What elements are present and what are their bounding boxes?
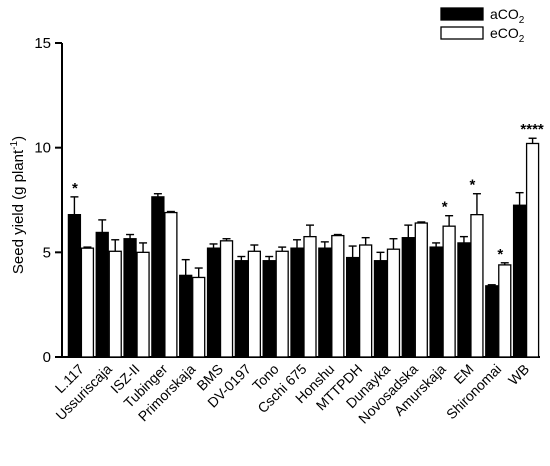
bar-eco2 [80, 247, 95, 358]
bar-aco2 [512, 204, 527, 358]
significance-marker: * [72, 180, 78, 197]
bar-eco2 [164, 211, 178, 358]
legend-label-aco2-main: aCO [490, 6, 519, 22]
legend-label-aco2-subscript: 2 [519, 15, 525, 26]
significance-marker: * [497, 246, 503, 263]
bar-eco2 [303, 235, 317, 358]
bar-eco2 [108, 250, 122, 358]
bar-aco2 [151, 196, 165, 358]
bar-eco2 [358, 244, 373, 358]
bar-aco2 [262, 260, 276, 358]
bar-eco2 [136, 251, 150, 358]
bar-aco2 [67, 214, 82, 358]
bar-aco2 [206, 247, 221, 358]
bar-eco2 [498, 264, 512, 358]
y-tick-label: 5 [43, 244, 51, 261]
bar-eco2 [219, 240, 234, 358]
bar-aco2 [373, 260, 388, 358]
bar-eco2 [386, 248, 401, 358]
bar-aco2 [318, 247, 332, 358]
bar-eco2 [525, 142, 540, 358]
y-axis-label-superscript: -1 [9, 140, 20, 149]
bar-aco2 [345, 256, 360, 358]
bar-aco2 [457, 242, 471, 358]
significance-marker: * [470, 177, 476, 194]
bar-aco2 [95, 231, 109, 358]
y-axis-label-main: Seed yield (g plant [10, 149, 27, 274]
bar-aco2 [429, 246, 443, 358]
bar-eco2 [414, 222, 428, 358]
y-tick-label: 10 [34, 140, 51, 157]
significance-marker: * [442, 199, 448, 216]
legend-label-eco2-main: eCO [490, 25, 519, 41]
significance-marker: **** [520, 121, 544, 138]
bar-aco2 [234, 260, 249, 358]
bar-eco2 [275, 250, 289, 358]
bar-eco2 [470, 214, 484, 358]
bar-aco2 [401, 237, 415, 358]
legend-swatch-eco2 [440, 26, 484, 40]
bar-aco2 [290, 247, 304, 358]
bar-aco2 [179, 274, 193, 358]
x-category-label: WB [505, 361, 532, 388]
bar-aco2 [123, 238, 137, 358]
y-tick-label: 15 [34, 35, 51, 52]
y-axis-label-close: ) [10, 136, 27, 141]
plot-area: 051015L.117*UssuriscajaISZ-IITubingerPri… [34, 35, 544, 427]
legend-label-eco2-subscript: 2 [519, 34, 525, 45]
y-axis-label: Seed yield (g plant-1) [9, 136, 27, 274]
legend-label-eco2: eCO2 [490, 25, 525, 45]
legend: aCO2 eCO2 [440, 6, 525, 45]
y-tick-label: 0 [43, 349, 51, 366]
bar-eco2 [192, 276, 206, 358]
legend-label-aco2: aCO2 [490, 6, 525, 26]
bar-eco2 [442, 225, 456, 358]
bar-eco2 [247, 250, 262, 358]
bar-aco2 [485, 285, 499, 358]
bar-eco2 [331, 234, 345, 358]
legend-swatch-aco2 [440, 7, 484, 21]
